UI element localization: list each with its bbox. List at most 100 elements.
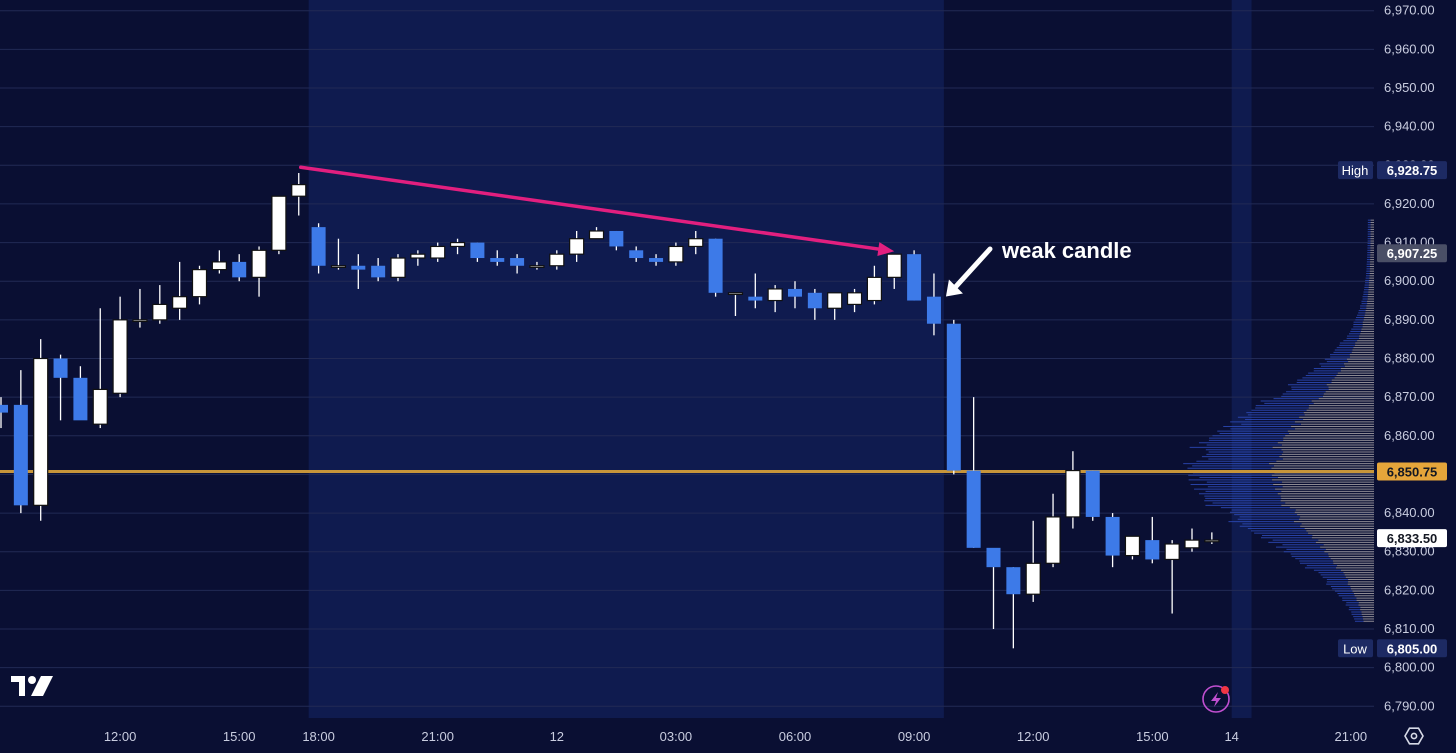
candle-up [92, 388, 108, 425]
candle-up [549, 253, 565, 267]
gear-center [1410, 732, 1418, 740]
price-tag-value: 6,850.75 [1387, 465, 1438, 480]
price-tag-prefix: Low [1343, 641, 1367, 656]
candle-down [1085, 470, 1100, 517]
candle-down [73, 377, 88, 421]
trend-arrow-line [299, 165, 890, 253]
candle-up [588, 230, 605, 240]
candle-down [986, 547, 1001, 568]
candle-down [708, 238, 723, 293]
price-tick-label: 6,900.00 [1384, 273, 1435, 288]
time-tick-label: 06:00 [779, 729, 812, 744]
price-tick-label: 6,970.00 [1384, 3, 1435, 18]
price-tag-box [1377, 244, 1447, 263]
trend-arrow-head [877, 242, 895, 256]
candle-up [211, 261, 227, 271]
candle-down [609, 230, 624, 247]
price-tag-box [1377, 639, 1447, 658]
logo-dot-icon [28, 676, 36, 684]
price-tag-value: 6,805.00 [1387, 641, 1438, 656]
price-tick-label: 6,800.00 [1384, 660, 1435, 675]
price-tags: 6,928.75 High 6,907.25 6,850.75 6,833.50 6,80… [1338, 161, 1447, 658]
time-tick-label: 12:00 [104, 729, 137, 744]
candle-up [1065, 469, 1081, 518]
time-tick-label: 09:00 [898, 729, 931, 744]
candle-down [966, 470, 981, 548]
candle-up [291, 184, 307, 197]
candle-up [569, 238, 585, 255]
time-tick-label: 14 [1224, 729, 1238, 744]
candle-down [1105, 516, 1120, 556]
lightning-icon [1211, 692, 1221, 707]
price-tick-label: 6,820.00 [1384, 582, 1435, 597]
annotation-arrow-line [952, 246, 993, 291]
candle-down [490, 258, 505, 262]
candle-up [846, 292, 863, 306]
candle-up [330, 265, 347, 268]
candle-up [191, 269, 208, 298]
candle-up [688, 238, 704, 248]
candle-down [510, 258, 525, 266]
candle-up [390, 257, 406, 278]
candle-up [430, 245, 446, 259]
candle-up [886, 253, 902, 278]
candle-down [1145, 540, 1160, 560]
candle-up [1045, 516, 1061, 564]
price-tick-label: 6,880.00 [1384, 351, 1435, 366]
price-tick-label: 6,890.00 [1384, 312, 1435, 327]
candle-down [470, 242, 485, 259]
time-tick-label: 15:00 [223, 729, 256, 744]
candle-down [788, 288, 802, 297]
candle-down [629, 250, 644, 259]
candle-down [649, 258, 664, 262]
logo-slash-icon [31, 676, 53, 696]
candle-down [53, 358, 68, 378]
lightning-circle [1202, 685, 1230, 713]
time-axis[interactable]: 0012:0015:0018:0021:001203:0006:0009:001… [0, 729, 1367, 744]
candle-up [827, 292, 843, 309]
candle-up [112, 319, 128, 394]
price-tick-label: 6,870.00 [1384, 389, 1435, 404]
time-tick-label: 15:00 [1136, 729, 1169, 744]
volume-profile [1183, 219, 1374, 622]
price-tag-prefix-box [1338, 161, 1373, 180]
candle-up [1184, 539, 1200, 549]
candle-up [152, 303, 168, 321]
candle-up [449, 241, 466, 248]
candle-up [1025, 562, 1041, 595]
price-tick-label: 6,950.00 [1384, 80, 1435, 95]
price-axis[interactable]: 6,790.00 6,800.00 6,810.00 6,820.00 6,830.00… [1384, 3, 1435, 714]
price-tick-label: 6,810.00 [1384, 621, 1435, 636]
weak-candle-annotation: weak candle [945, 238, 1132, 297]
tradingview-logo[interactable] [11, 676, 53, 696]
candle-down [232, 261, 247, 278]
time-tick-label: 21:00 [421, 729, 454, 744]
candle-down [371, 265, 386, 278]
lightning-button[interactable] [1202, 685, 1230, 713]
candle-down [946, 323, 961, 471]
notification-dot [1221, 686, 1229, 694]
price-tag-box [1377, 529, 1447, 548]
candle-up [132, 319, 148, 323]
candle-up [529, 265, 545, 268]
candle-up [1124, 535, 1141, 557]
annotation-text: weak candle [1001, 238, 1132, 263]
candle-up [172, 296, 188, 309]
price-tag-box [1377, 161, 1447, 180]
candle-down [907, 254, 922, 301]
price-tick-label: 6,960.00 [1384, 41, 1435, 56]
candle-down [13, 404, 28, 506]
candles [0, 173, 1220, 649]
candle-down [748, 296, 763, 301]
axis-settings-button[interactable] [1404, 727, 1424, 745]
time-tick-label: 03:00 [660, 729, 693, 744]
candle-down [807, 292, 822, 309]
candle-down [926, 296, 941, 324]
price-tag-prefix-box [1338, 639, 1373, 658]
price-tick-label: 6,920.00 [1384, 196, 1435, 211]
candle-up [727, 292, 744, 296]
candle-up [1204, 539, 1220, 543]
candle-up [1164, 543, 1180, 561]
price-tick-label: 6,790.00 [1384, 698, 1435, 713]
